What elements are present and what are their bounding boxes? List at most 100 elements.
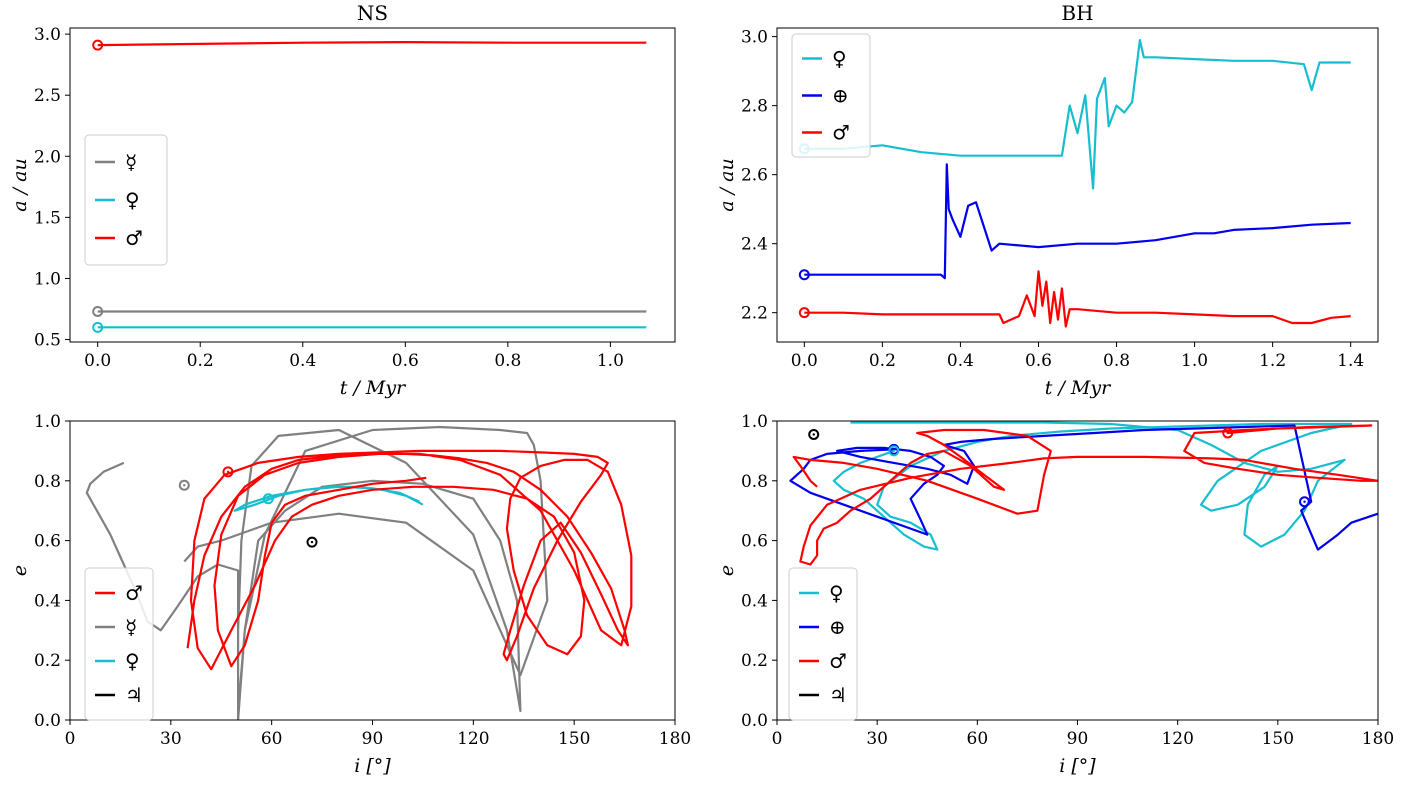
- plot-area: [85, 425, 633, 720]
- x-axis-label: t / Myr: [1045, 377, 1112, 399]
- legend-label-2: ♂: [829, 649, 847, 673]
- legend-label-1: ⊕: [829, 615, 846, 639]
- legend-box: [791, 33, 871, 158]
- y-tick-label: 2.4: [741, 235, 768, 255]
- y-tick-label: 1.0: [34, 269, 61, 289]
- start-marker-dot-3: [310, 540, 314, 544]
- start-marker-dot-0: [226, 470, 230, 474]
- y-tick-label: 2.0: [34, 147, 61, 167]
- start-marker-3: [306, 536, 318, 548]
- y-tick-label: 0.4: [741, 591, 768, 611]
- y-tick-label: 3.0: [34, 25, 61, 45]
- y-tick-label: 0.0: [34, 711, 61, 731]
- x-tick-label: 60: [261, 729, 283, 749]
- legend: ☿ ♀ ♂: [84, 134, 168, 266]
- legend-label-0: ☿: [125, 150, 137, 174]
- start-marker-0: [92, 39, 104, 51]
- legend-label-2: ♂: [125, 226, 143, 250]
- x-tick-label: 0.4: [289, 351, 316, 371]
- y-tick-label: 2.6: [741, 166, 768, 186]
- series-line-2: [186, 449, 633, 671]
- x-tick-label: 0: [772, 729, 783, 749]
- panel-bh-eccentricity-inclination: 0 30 60 90 120 150 180 0.0 0.2 0.4 0.6 0.8 1.0 i [°] e…: [716, 412, 1394, 777]
- legend-label-1: ☿: [125, 615, 137, 639]
- legend: ♀ ⊕ ♂: [791, 33, 871, 158]
- y-tick-label: 0.5: [34, 331, 61, 351]
- start-marker-dot-2: [267, 497, 270, 500]
- series-line-2: [804, 270, 1351, 328]
- y-axis-label: a / au: [9, 158, 31, 211]
- panel-bh-semimajor-axis: 0.0 0.2 0.4 0.6 0.8 1.0 1.2 1.4 2.2 2.4 2.6 2.8 3.0 B…: [716, 1, 1379, 399]
- x-tick-label: 0.2: [187, 351, 214, 371]
- series-line-0: [85, 425, 549, 720]
- legend-box: [84, 567, 154, 721]
- start-marker-1: [178, 479, 190, 491]
- x-tick-label: 0.0: [791, 351, 818, 371]
- y-tick-label: 1.0: [741, 412, 768, 432]
- start-marker-2: [798, 307, 810, 319]
- x-tick-label: 0.8: [1103, 351, 1130, 371]
- start-marker-1: [798, 269, 810, 281]
- y-tick-label: 0.2: [741, 651, 768, 671]
- x-tick-label: 0: [65, 729, 76, 749]
- x-tick-label: 1.2: [1259, 351, 1286, 371]
- y-tick-label: 0.8: [741, 472, 768, 492]
- y-tick-label: 2.8: [741, 97, 768, 117]
- series-line-0: [804, 39, 1351, 190]
- x-axis-label: i [°]: [354, 755, 391, 777]
- x-tick-label: 0.6: [1025, 351, 1052, 371]
- axes-frame: [69, 420, 676, 721]
- series-line-0: [97, 41, 647, 47]
- x-tick-label: 90: [362, 729, 384, 749]
- x-tick-label: 1.0: [597, 351, 624, 371]
- chart-title: BH: [1061, 1, 1093, 25]
- x-tick-label: 0.2: [869, 351, 896, 371]
- x-tick-label: 150: [558, 729, 590, 749]
- y-tick-label: 0.6: [741, 532, 768, 552]
- panel-ns-eccentricity-inclination: 0 30 60 90 120 150 180 0.0 0.2 0.4 0.6 0.8 1.0 i [°] e…: [9, 412, 691, 777]
- x-tick-label: 30: [866, 729, 888, 749]
- legend-label-0: ♀: [832, 47, 847, 71]
- y-tick-label: 1.0: [34, 412, 61, 432]
- y-tick-label: 2.5: [34, 86, 61, 106]
- start-marker-dot-3: [1226, 431, 1229, 435]
- start-marker-1: [92, 305, 104, 317]
- y-tick-label: 0.8: [34, 472, 61, 492]
- x-tick-label: 0.8: [494, 351, 521, 371]
- legend-label-1: ♀: [125, 188, 140, 212]
- legend: ♂ ☿ ♀ ♃: [84, 567, 154, 721]
- x-tick-label: 120: [457, 729, 489, 749]
- x-tick-label: 90: [1067, 729, 1089, 749]
- y-axis-label: e: [716, 565, 738, 576]
- legend: ♀ ⊕ ♂ ♃: [788, 567, 858, 721]
- legend-box: [84, 134, 168, 266]
- y-tick-label: 0.6: [34, 532, 61, 552]
- plot-area: [798, 39, 1351, 328]
- axes-frame: [776, 27, 1379, 343]
- x-tick-label: 120: [1161, 729, 1193, 749]
- start-marker-dot-4: [1303, 500, 1306, 503]
- start-marker-2: [92, 321, 104, 333]
- y-tick-label: 0.0: [741, 711, 768, 731]
- x-axis-label: t / Myr: [340, 377, 407, 399]
- y-tick-label: 3.0: [741, 28, 768, 48]
- start-marker-0: [808, 428, 820, 440]
- x-tick-label: 0.0: [84, 351, 111, 371]
- y-tick-label: 2.2: [741, 304, 768, 324]
- axes-frame: [69, 27, 676, 343]
- series-line-1: [789, 424, 1378, 551]
- x-tick-label: 1.0: [1181, 351, 1208, 371]
- x-tick-label: 0.4: [947, 351, 974, 371]
- y-tick-label: 0.2: [34, 651, 61, 671]
- x-tick-label: 60: [967, 729, 989, 749]
- y-tick-label: 0.4: [34, 591, 61, 611]
- start-marker-dot-2: [892, 449, 896, 453]
- panel-ns-semimajor-axis: 0.0 0.2 0.4 0.6 0.8 1.0 0.5 1.0 1.5 2.0 2.5 3.0 NS t …: [9, 1, 676, 399]
- x-tick-label: 180: [1362, 729, 1394, 749]
- series-line-2: [792, 424, 1378, 566]
- start-marker-2: [262, 493, 274, 505]
- x-axis-label: i [°]: [1059, 755, 1096, 777]
- legend-label-0: ♀: [829, 581, 844, 605]
- legend-label-2: ♂: [832, 121, 850, 145]
